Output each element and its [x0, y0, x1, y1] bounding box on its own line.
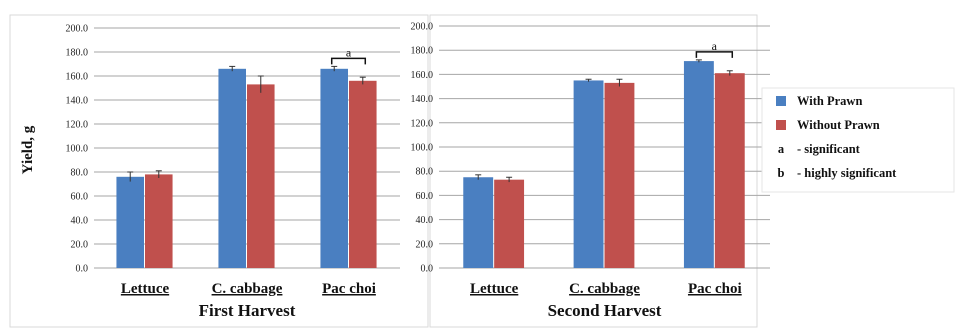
with-prawn-bar-pac-choi: [683, 61, 714, 269]
legend-label: - highly significant: [797, 166, 897, 180]
y-tick-label: 20.0: [416, 239, 434, 250]
y-axis-title: Yield, g: [20, 125, 36, 174]
panel-title: First Harvest: [199, 301, 296, 320]
category-label: Pac choi: [322, 281, 376, 297]
y-tick-label: 20.0: [71, 240, 89, 251]
category-label: C. cabbage: [212, 281, 283, 297]
with-prawn-bar-lettuce: [463, 177, 494, 268]
significance-bracket: [695, 51, 734, 58]
legend-swatch-without-prawn: [776, 120, 786, 130]
y-tick-label: 40.0: [71, 216, 89, 227]
category-label: Lettuce: [121, 281, 170, 297]
category-label: Pac choi: [688, 281, 742, 297]
y-tick-label: 120.0: [66, 120, 89, 131]
without-prawn-bar-c-cabbage: [247, 84, 275, 269]
legend-swatch-with-prawn: [776, 96, 786, 106]
significance-mark: a: [712, 39, 718, 53]
y-tick-label: 200.0: [66, 24, 89, 35]
category-label: Lettuce: [470, 281, 519, 297]
y-tick-label: 140.0: [66, 96, 89, 107]
y-tick-label: 160.0: [66, 72, 89, 83]
y-tick-label: 180.0: [411, 46, 434, 57]
y-tick-label: 100.0: [66, 144, 89, 155]
legend-label: With Prawn: [797, 94, 862, 108]
y-tick-label: 0.0: [76, 264, 89, 275]
with-prawn-bar-pac-choi: [320, 68, 348, 268]
legend-label: Without Prawn: [797, 118, 880, 132]
legend-frame: [761, 87, 955, 193]
with-prawn-bar-lettuce: [116, 176, 144, 268]
legend-symbol: b: [778, 166, 785, 180]
second-harvest-chart: 0.0 20.0 40.0 60.0 80.0 100.0 120.0 140.0 160.0 1…: [411, 14, 770, 328]
legend-symbol: a: [778, 142, 785, 156]
significance-mark: a: [346, 45, 352, 59]
panel-title: Second Harvest: [548, 301, 662, 320]
without-prawn-bar-lettuce: [494, 179, 525, 268]
significance-bracket: [330, 57, 367, 65]
y-tick-label: 200.0: [411, 22, 434, 33]
y-tick-label: 180.0: [66, 48, 89, 59]
y-tick-label: 0.0: [421, 264, 434, 275]
y-tick-label: 80.0: [416, 167, 434, 178]
y-tick-label: 40.0: [416, 215, 434, 226]
y-tick-label: 100.0: [411, 143, 434, 154]
with-prawn-bar-c-cabbage: [218, 68, 246, 268]
with-prawn-bar-c-cabbage: [573, 80, 604, 268]
category-label: C. cabbage: [569, 281, 640, 297]
without-prawn-bar-pac-choi: [714, 73, 745, 268]
y-tick-label: 80.0: [71, 168, 89, 179]
y-tick-label: 60.0: [71, 192, 89, 203]
first-harvest-chart: 0.0 20.0 40.0 60.0 80.0 100.0 120.0 140.0 160.0 1…: [9, 14, 429, 328]
chart-legend: With Prawn Without Prawn a - significant b - …: [761, 87, 955, 193]
y-tick-label: 160.0: [411, 70, 434, 81]
legend-label: - significant: [797, 142, 861, 156]
without-prawn-bar-c-cabbage: [604, 82, 635, 269]
without-prawn-bar-lettuce: [145, 174, 173, 268]
y-tick-label: 120.0: [411, 118, 434, 129]
without-prawn-bar-pac-choi: [349, 80, 377, 268]
y-tick-label: 140.0: [411, 94, 434, 105]
y-tick-label: 60.0: [416, 191, 434, 202]
